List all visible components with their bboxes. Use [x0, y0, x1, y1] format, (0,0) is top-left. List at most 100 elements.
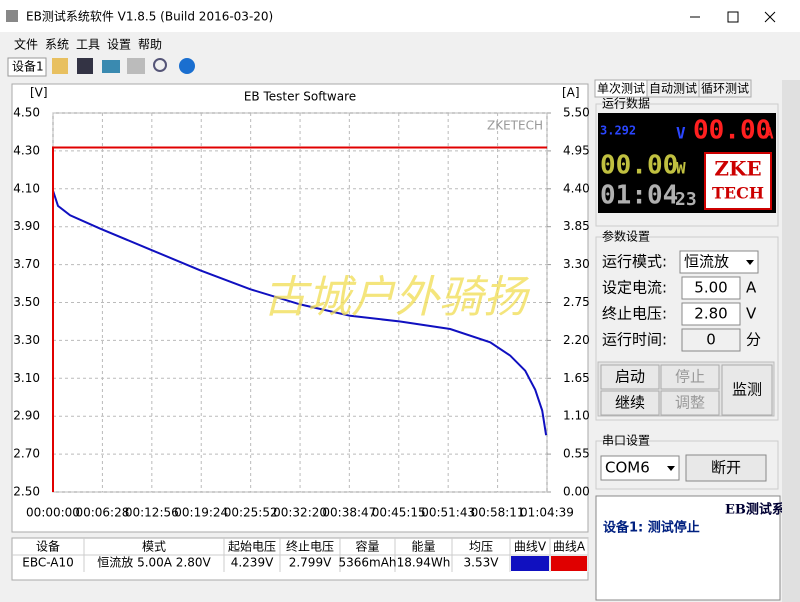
- maximize[interactable]: [727, 11, 739, 23]
- x-tick-label: 01:04:39: [520, 506, 574, 520]
- button-label: 启动: [615, 368, 645, 386]
- param-unit: V: [746, 305, 757, 323]
- button[interactable]: [600, 364, 660, 390]
- button-label: 停止: [675, 368, 705, 386]
- table-header: 曲线A: [553, 540, 586, 554]
- y2-tick-label: 4.95: [563, 143, 590, 157]
- button[interactable]: [660, 390, 720, 416]
- logo-text: TECH: [712, 184, 764, 203]
- y-tick-label: 2.50: [13, 485, 40, 499]
- y-tick-label: 3.70: [13, 257, 40, 271]
- y2-tick-label: 4.40: [563, 181, 590, 195]
- watermark: ZKETECH: [487, 119, 543, 133]
- scrollbar: [782, 80, 800, 602]
- dropdown-arrow: [667, 466, 675, 471]
- x-tick-label: 00:06:28: [75, 506, 129, 520]
- table-cell: 4.239V: [231, 556, 274, 570]
- serial-group: [595, 440, 779, 490]
- x-tick-label: 00:51:43: [421, 506, 475, 520]
- button[interactable]: [600, 390, 660, 416]
- y2-tick-label: 3.30: [563, 257, 590, 271]
- button-label: 断开: [711, 459, 741, 477]
- param-select[interactable]: [679, 250, 759, 274]
- y2-tick-label: 0.00: [563, 485, 590, 499]
- table-bg: [11, 537, 589, 581]
- chart-title: EB Tester Software: [244, 90, 356, 104]
- time-reading: 01:04: [600, 181, 678, 211]
- menu-item[interactable]: 系统: [45, 38, 69, 52]
- voltage-reading: 3.292: [600, 124, 636, 138]
- current-unit: A: [764, 124, 774, 143]
- y-tick-label: 3.90: [13, 219, 40, 233]
- table-header: 终止电压: [286, 539, 334, 554]
- table-header: 曲线V: [514, 540, 547, 554]
- tab-label: 单次测试: [597, 81, 645, 96]
- x-tick-label: 00:19:24: [174, 506, 228, 520]
- disconnect-button[interactable]: [685, 454, 767, 482]
- table-header: 起始电压: [228, 540, 276, 554]
- tab[interactable]: [698, 79, 752, 98]
- table-header: 均压: [469, 540, 493, 554]
- table-cell: 3.53V: [464, 556, 500, 570]
- table-cell: 18.94Wh: [397, 556, 451, 570]
- x-tick-label: 00:38:47: [322, 506, 376, 520]
- close[interactable]: [764, 11, 776, 23]
- table-cell: 恒流放 5.00A 2.80V: [97, 555, 211, 570]
- y-axis-label: [V]: [30, 86, 48, 100]
- port-select[interactable]: [600, 455, 680, 481]
- x-tick-label: 00:58:11: [471, 506, 525, 520]
- status-title: EB测试系: [725, 502, 785, 518]
- search-icon[interactable]: [153, 58, 167, 72]
- y2-tick-label: 2.20: [563, 333, 590, 347]
- title-bar: [0, 0, 800, 32]
- param-unit: 分: [746, 331, 761, 349]
- info-icon[interactable]: [179, 58, 195, 74]
- button[interactable]: [660, 364, 720, 390]
- y-tick-label: 4.10: [13, 181, 40, 195]
- save-icon[interactable]: [77, 58, 93, 74]
- param-input[interactable]: [681, 302, 741, 326]
- group-title: 运行数据: [602, 96, 650, 111]
- tools-icon[interactable]: [127, 58, 145, 74]
- chart-icon[interactable]: [102, 60, 120, 73]
- menu-item[interactable]: 设置: [107, 38, 131, 52]
- curve-color-cell: [511, 556, 549, 571]
- logo: [704, 152, 772, 210]
- open-icon[interactable]: [52, 58, 68, 74]
- dropdown-arrow: [746, 260, 754, 265]
- tab-label: 自动测试: [649, 81, 697, 96]
- param-group: [595, 236, 779, 421]
- current-reading: 00.00: [693, 116, 771, 146]
- table-header: 容量: [355, 539, 379, 554]
- y-tick-label: 2.70: [13, 447, 40, 461]
- menu-item[interactable]: 帮助: [138, 38, 162, 52]
- param-value: 2.80: [694, 305, 727, 323]
- y2-tick-label: 5.50: [563, 106, 590, 120]
- y-tick-label: 3.30: [13, 333, 40, 347]
- device-label: 设备1: [12, 60, 44, 74]
- y-tick-label: 2.90: [13, 409, 40, 423]
- y-tick-label: 4.50: [13, 106, 40, 120]
- menu-item[interactable]: 文件: [14, 37, 38, 52]
- menu-item[interactable]: 工具: [76, 38, 100, 52]
- x-tick-label: 00:12:56: [125, 506, 179, 520]
- param-input[interactable]: [681, 328, 741, 352]
- param-value: 恒流放: [684, 253, 729, 271]
- x-tick-label: 00:32:20: [273, 506, 327, 520]
- logo-text: ZKE: [714, 157, 761, 181]
- param-value: 0: [706, 331, 716, 349]
- device-select[interactable]: [7, 57, 47, 77]
- table-cell: 5366mAh: [338, 556, 396, 570]
- button-label: 继续: [615, 394, 645, 412]
- button[interactable]: [721, 364, 773, 416]
- param-input[interactable]: [681, 276, 741, 300]
- power-unit: W: [676, 159, 686, 178]
- time-seconds: 23: [675, 189, 697, 210]
- window-title: EB测试系统软件 V1.8.5 (Build 2016-03-20): [26, 9, 273, 24]
- button-label: 监测: [732, 381, 762, 399]
- voltage-unit: V: [676, 124, 686, 143]
- table-header: 模式: [142, 540, 166, 554]
- x-tick-label: 00:25:52: [224, 506, 278, 520]
- status-text: 设备1: 测试停止: [603, 520, 700, 536]
